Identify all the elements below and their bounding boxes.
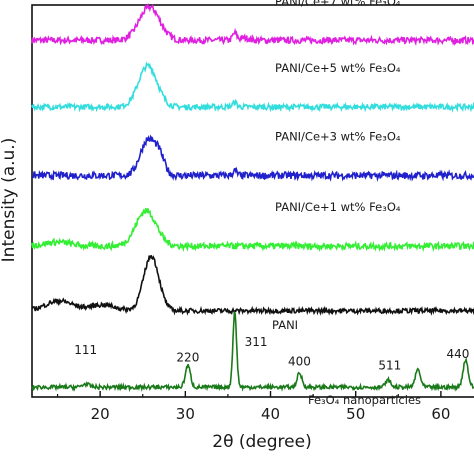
series-line xyxy=(31,3,474,47)
x-tick-label: 20 xyxy=(91,405,110,423)
series-label: PANI/Ce+5 wt% Fe₃O₄ xyxy=(275,61,401,75)
x-axis-title: 2θ (degree) xyxy=(212,432,311,452)
series-line xyxy=(31,134,474,182)
x-axis-ticks: 20 30 40 50 60 xyxy=(56,391,450,423)
x-tick-label: 60 xyxy=(431,405,450,423)
series-line xyxy=(31,61,474,113)
series-line xyxy=(31,310,474,393)
plot-frame xyxy=(31,4,474,398)
peak-index-label: 220 xyxy=(176,351,199,365)
peak-index-label: 400 xyxy=(288,355,311,369)
peak-index-label: 111 xyxy=(74,343,97,357)
series-line xyxy=(31,254,474,316)
series-layer xyxy=(31,3,474,393)
series-label: PANI/Ce+1 wt% Fe₃O₄ xyxy=(275,200,401,214)
peak-labels: 111 220 311 400 511 440 xyxy=(74,335,469,373)
series-label: Fe₃O₄ nanoparticles xyxy=(308,393,421,407)
series-labels: PANI/Ce+7 wt% Fe₃O₄ PANI/Ce+5 wt% Fe₃O₄ PA… xyxy=(272,0,421,407)
peak-index-label: 311 xyxy=(245,335,268,349)
y-axis-title: Intensity (a.u.) xyxy=(0,138,19,263)
series-label: PANI xyxy=(272,318,298,332)
peak-index-label: 440 xyxy=(446,347,469,361)
series-label: PANI/Ce+7 wt% Fe₃O₄ xyxy=(275,0,401,8)
x-tick-label: 40 xyxy=(261,405,280,423)
x-tick-label: 30 xyxy=(176,405,195,423)
peak-index-label: 511 xyxy=(378,359,401,373)
series-label: PANI/Ce+3 wt% Fe₃O₄ xyxy=(275,130,401,144)
series-line xyxy=(31,207,474,253)
x-tick-label: 50 xyxy=(346,405,365,423)
